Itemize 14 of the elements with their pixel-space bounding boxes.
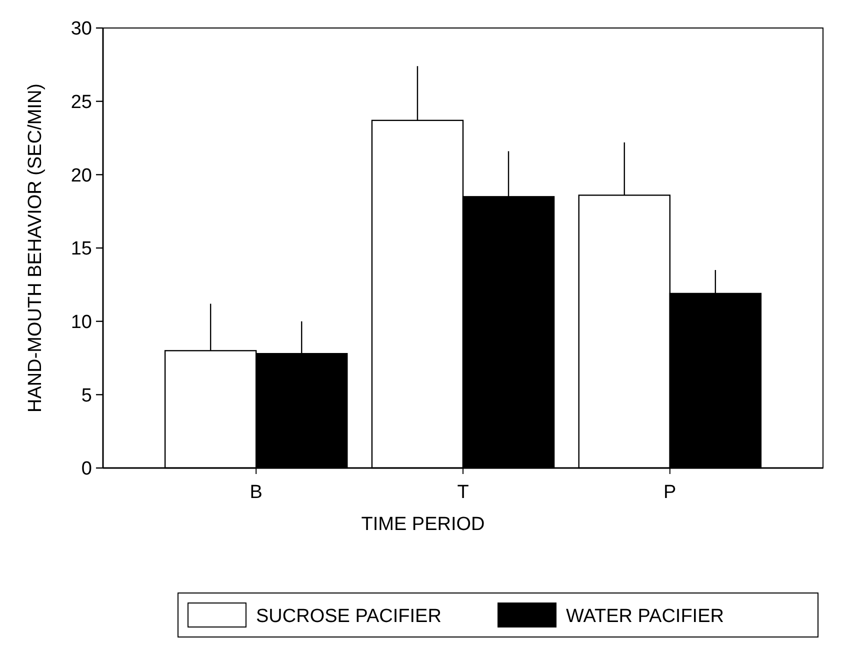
x-axis-title: TIME PERIOD: [361, 514, 485, 535]
y-tick-label: 25: [70, 92, 92, 113]
y-axis-title: HAND-MOUTH BEHAVIOR (SEC/MIN): [25, 84, 46, 412]
legend-label: SUCROSE PACIFIER: [256, 606, 442, 627]
y-tick-label: 15: [70, 238, 92, 260]
y-tick-label: 0: [81, 458, 92, 480]
y-tick-label: 20: [70, 165, 92, 186]
y-tick-label: 30: [70, 18, 92, 40]
x-tick-label: T: [457, 482, 470, 503]
y-tick-label: 5: [81, 385, 92, 406]
x-tick-label: B: [250, 482, 262, 503]
x-tick-label: P: [664, 482, 676, 503]
y-tick-label: 10: [70, 312, 92, 333]
legend-label: WATER PACIFIER: [566, 606, 724, 627]
